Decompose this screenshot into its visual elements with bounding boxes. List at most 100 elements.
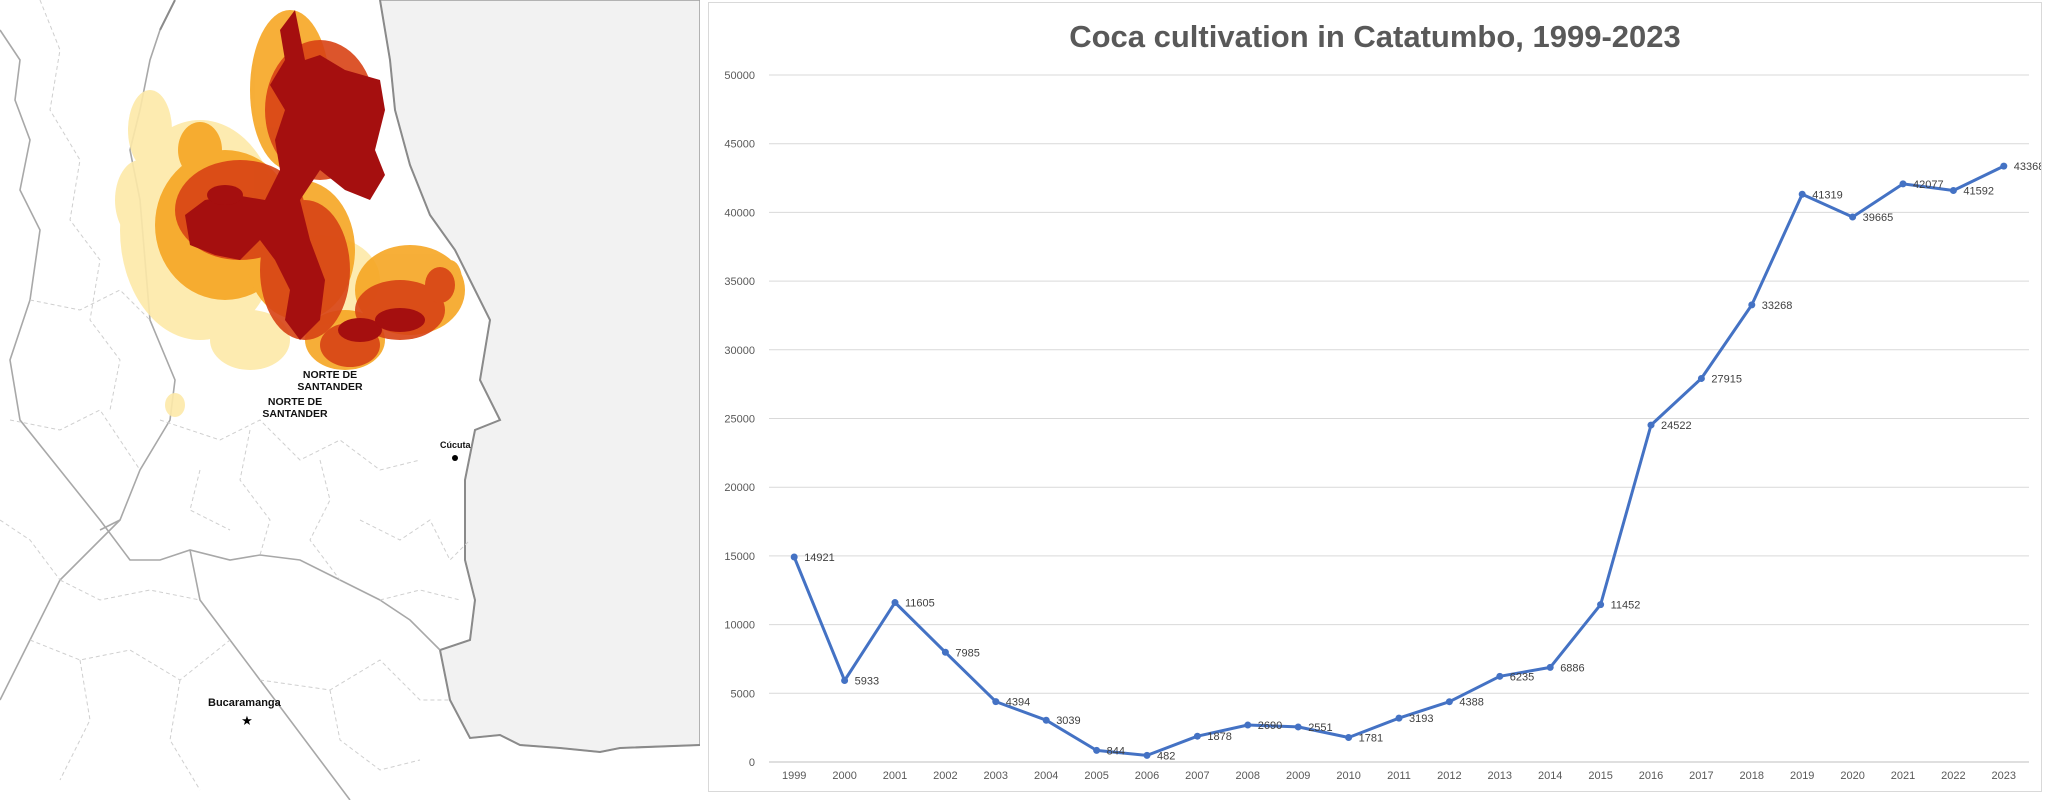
data-point <box>1345 734 1353 742</box>
x-tick-label: 2023 <box>1992 770 2016 782</box>
bucaramanga-label: Bucaramanga <box>208 697 281 709</box>
data-label: 2690 <box>1258 720 1282 732</box>
map-panel: ★ NORTE DE SANTANDER NORTE DE SANTANDER … <box>0 0 700 800</box>
data-point <box>790 553 798 561</box>
x-tick-label: 2007 <box>1185 770 1209 782</box>
data-label: 1878 <box>1207 731 1231 743</box>
x-tick-labels: 1999 2000 2001 2002 2003 2004 2005 2006 2007 2008… <box>782 770 2016 782</box>
data-point <box>1294 723 1302 731</box>
x-tick-label: 2000 <box>832 770 856 782</box>
data-point <box>1496 672 1504 680</box>
data-label: 41319 <box>1812 189 1843 201</box>
x-tick-label: 1999 <box>782 770 806 782</box>
municipal-borders <box>0 0 471 791</box>
data-point <box>1193 732 1201 740</box>
data-point <box>1244 721 1252 729</box>
x-tick-label: 2015 <box>1588 770 1612 782</box>
region-label-1: NORTE DE SANTANDER <box>297 369 363 393</box>
data-point <box>2000 162 2008 170</box>
data-point <box>1748 301 1756 309</box>
data-label: 11605 <box>905 598 935 610</box>
x-tick-label: 2005 <box>1084 770 1108 782</box>
data-label: 4388 <box>1459 697 1483 709</box>
data-point <box>941 648 949 656</box>
x-tick-label: 2010 <box>1336 770 1360 782</box>
y-tick-labels: 0 5000 10000 15000 20000 25000 30000 35000 40000… <box>724 70 755 769</box>
neighbor-country-area <box>379 0 700 753</box>
x-tick-label: 2012 <box>1437 770 1461 782</box>
data-label: 42077 <box>1913 179 1944 191</box>
data-label: 27915 <box>1711 373 1742 385</box>
y-tick-label: 10000 <box>724 620 755 632</box>
data-label: 11452 <box>1611 600 1641 612</box>
x-tick-label: 2022 <box>1941 770 1965 782</box>
region-label-2: NORTE DE SANTANDER <box>262 396 328 420</box>
line-chart: Coca cultivation in Catatumbo, 1999-2023… <box>724 19 2041 782</box>
data-label: 482 <box>1157 750 1175 762</box>
bucaramanga-star-icon: ★ <box>241 713 253 728</box>
data-label: 33268 <box>1762 300 1793 312</box>
x-tick-label: 2001 <box>883 770 907 782</box>
data-label: 2551 <box>1308 722 1332 734</box>
data-point <box>841 676 849 684</box>
y-tick-label: 35000 <box>724 276 755 288</box>
coca-density-high <box>185 10 425 342</box>
series-line-layer <box>792 164 2006 757</box>
data-point <box>1445 698 1453 706</box>
y-tick-label: 50000 <box>724 70 755 82</box>
y-tick-label: 40000 <box>724 207 755 219</box>
data-label: 3039 <box>1056 715 1080 727</box>
x-tick-label: 2017 <box>1689 770 1713 782</box>
data-point <box>891 599 899 607</box>
national-border <box>159 0 700 754</box>
x-tick-label: 2014 <box>1538 770 1562 782</box>
cucuta-marker <box>452 455 458 461</box>
data-label: 6235 <box>1510 671 1534 683</box>
cucuta-label: Cúcuta <box>440 440 471 450</box>
x-tick-label: 2008 <box>1236 770 1260 782</box>
chart-title: Coca cultivation in Catatumbo, 1999-2023 <box>1069 19 1681 54</box>
y-tick-label: 25000 <box>724 414 755 426</box>
data-point <box>1647 421 1655 429</box>
y-tick-label: 5000 <box>731 688 755 700</box>
y-tick-label: 0 <box>749 757 755 769</box>
data-point <box>1849 213 1857 221</box>
data-point <box>1949 187 1957 195</box>
data-label: 4394 <box>1006 697 1030 709</box>
data-point <box>992 698 1000 706</box>
data-label: 5933 <box>855 675 879 687</box>
data-label: 1781 <box>1359 733 1383 745</box>
x-tick-label: 2013 <box>1488 770 1512 782</box>
x-tick-label: 2003 <box>984 770 1008 782</box>
x-tick-label: 2018 <box>1740 770 1764 782</box>
data-label: 43368 <box>2014 161 2041 173</box>
x-tick-label: 2002 <box>933 770 957 782</box>
data-label: 14921 <box>804 552 835 564</box>
data-label: 7985 <box>955 647 979 659</box>
data-points <box>790 162 2008 759</box>
y-tick-label: 20000 <box>724 482 755 494</box>
data-label: 844 <box>1107 745 1125 757</box>
data-labels: 14921 5933 11605 7985 4394 3039 844 482 1878 2690… <box>804 161 2041 762</box>
data-label: 6886 <box>1560 662 1584 674</box>
data-point <box>1143 751 1151 759</box>
data-label: 3193 <box>1409 713 1433 725</box>
x-tick-label: 2004 <box>1034 770 1058 782</box>
map-svg: ★ <box>0 0 700 800</box>
data-label: 24522 <box>1661 420 1692 432</box>
x-tick-label: 2021 <box>1891 770 1915 782</box>
x-tick-label: 2006 <box>1135 770 1159 782</box>
grid-layer <box>769 74 2029 763</box>
x-tick-label: 2009 <box>1286 770 1310 782</box>
y-tick-label: 30000 <box>724 345 755 357</box>
y-tick-label: 15000 <box>724 551 755 563</box>
data-point <box>1697 374 1705 382</box>
y-tick-label: 45000 <box>724 139 755 151</box>
data-point <box>1546 663 1554 671</box>
data-point <box>1093 746 1101 754</box>
x-tick-label: 2019 <box>1790 770 1814 782</box>
data-label: 41592 <box>1963 186 1994 198</box>
series-line <box>792 164 2006 757</box>
x-tick-label: 2020 <box>1840 770 1864 782</box>
data-point <box>1042 716 1050 724</box>
